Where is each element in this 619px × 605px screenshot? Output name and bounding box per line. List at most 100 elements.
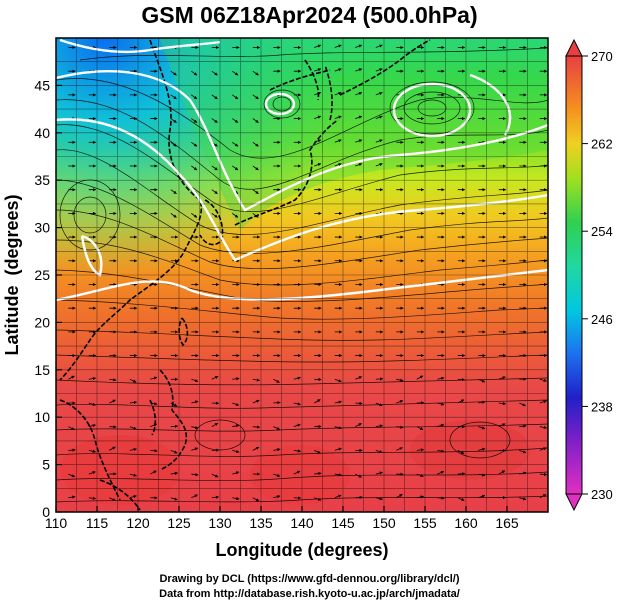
wind-arrow: [314, 68, 322, 72]
wind-arrow: [252, 165, 259, 171]
x-tick-label: 115: [86, 515, 109, 531]
wind-arrow: [150, 376, 158, 380]
wind-arrow: [109, 497, 116, 502]
wind-arrow: [355, 115, 363, 119]
wind-arrow: [334, 473, 343, 477]
wind-arrow: [191, 473, 199, 477]
wind-arrow: [478, 473, 486, 477]
wind-arrow: [252, 94, 259, 100]
wind-arrow: [232, 402, 240, 406]
wind-arrow: [191, 447, 199, 451]
wind-arrow: [252, 399, 260, 404]
wind-arrow: [170, 141, 177, 147]
wind-arrow: [355, 163, 363, 167]
wind-arrow: [375, 163, 383, 167]
y-axis: 0 5 10 15 20 25 30 35 40 45: [34, 77, 62, 520]
wind-arrow: [88, 496, 97, 500]
wind-arrow: [334, 91, 342, 96]
y-tick-label: 20: [34, 314, 50, 330]
x-tick-label: 155: [413, 515, 437, 531]
wind-arrow: [170, 402, 178, 407]
wind-arrow: [519, 450, 527, 454]
wind-arrow: [191, 400, 199, 404]
wind-arrow: [416, 448, 425, 452]
wind-arrow: [375, 471, 383, 475]
wind-arrow: [109, 378, 117, 382]
wind-arrow: [170, 118, 177, 123]
wind-arrow: [478, 378, 486, 383]
wind-arrow: [211, 422, 219, 428]
wind-streamlines: [56, 47, 548, 503]
wind-arrow: [109, 399, 116, 404]
wind-arrow: [519, 497, 527, 501]
wind-arrow: [519, 471, 527, 475]
wind-arrow: [375, 68, 383, 72]
wind-arrow: [232, 213, 239, 218]
colorbar-min-triangle: [565, 493, 583, 512]
wind-arrow: [252, 378, 261, 382]
x-tick-label: 130: [208, 515, 232, 531]
isotherm-contours: [56, 38, 548, 302]
wind-arrow: [314, 497, 322, 501]
wind-arrow: [519, 402, 526, 407]
coastlines: [59, 39, 431, 511]
wind-arrow: [293, 376, 301, 380]
wind-arrow: [437, 471, 445, 475]
wind-arrow: [68, 426, 75, 431]
wind-arrow: [211, 495, 220, 499]
x-tick-label: 160: [454, 515, 478, 531]
credit-drawing: Drawing by DCL (https://www.gfd-dennou.o…: [159, 573, 460, 585]
wind-arrow: [334, 68, 342, 72]
wind-arrow: [88, 471, 96, 475]
wind-arrow: [68, 495, 76, 499]
wind-arrow: [539, 494, 547, 499]
x-tick-label: 165: [495, 515, 519, 531]
wind-arrow: [539, 378, 547, 382]
y-tick-label: 5: [42, 457, 50, 473]
wind-arrow: [539, 447, 547, 451]
wind-arrow: [170, 70, 177, 76]
wind-arrow: [191, 70, 198, 76]
colorbar-tick-label: 246: [591, 312, 613, 327]
x-tick-label: 120: [126, 515, 150, 531]
wind-arrow: [273, 426, 281, 430]
wind-arrow: [457, 472, 466, 476]
colorbar-max-triangle: [565, 38, 583, 57]
wind-arrow: [191, 118, 198, 123]
wind-arrow: [191, 94, 198, 100]
wind-arrow: [478, 400, 486, 404]
colorbar-tick-label: 230: [591, 487, 613, 502]
wind-arrow: [457, 450, 465, 454]
wind-arrow: [232, 449, 240, 454]
wind-arrow: [211, 375, 219, 380]
wind-arrow: [293, 470, 301, 475]
y-tick-label: 40: [34, 125, 50, 141]
wind-arrow: [334, 426, 342, 430]
wind-arrow: [355, 376, 363, 380]
wind-arrows: [68, 44, 548, 502]
y-tick-label: 15: [34, 362, 50, 378]
wind-arrow: [211, 70, 218, 76]
wind-arrow: [457, 399, 465, 404]
wind-arrow: [211, 189, 218, 195]
wind-arrow: [129, 400, 138, 405]
wind-arrow: [437, 376, 445, 380]
wind-arrow: [334, 44, 342, 48]
wind-arrow: [396, 493, 403, 499]
wind-arrow: [355, 91, 363, 96]
wind-arrow: [314, 115, 322, 119]
colorbar-tick-label: 254: [591, 224, 613, 239]
wind-arrow: [129, 378, 137, 383]
wind-arrow: [314, 471, 322, 476]
wind-arrow: [416, 375, 424, 380]
wind-arrow: [170, 450, 178, 454]
wind-arrow: [170, 189, 177, 195]
wind-arrow: [252, 141, 259, 147]
wind-arrow: [211, 213, 218, 218]
wind-arrow: [539, 425, 548, 429]
wind-arrow: [396, 425, 404, 429]
wind-arrow: [150, 449, 158, 453]
lat-lon-grid: [56, 38, 548, 512]
wind-arrow: [293, 402, 301, 406]
